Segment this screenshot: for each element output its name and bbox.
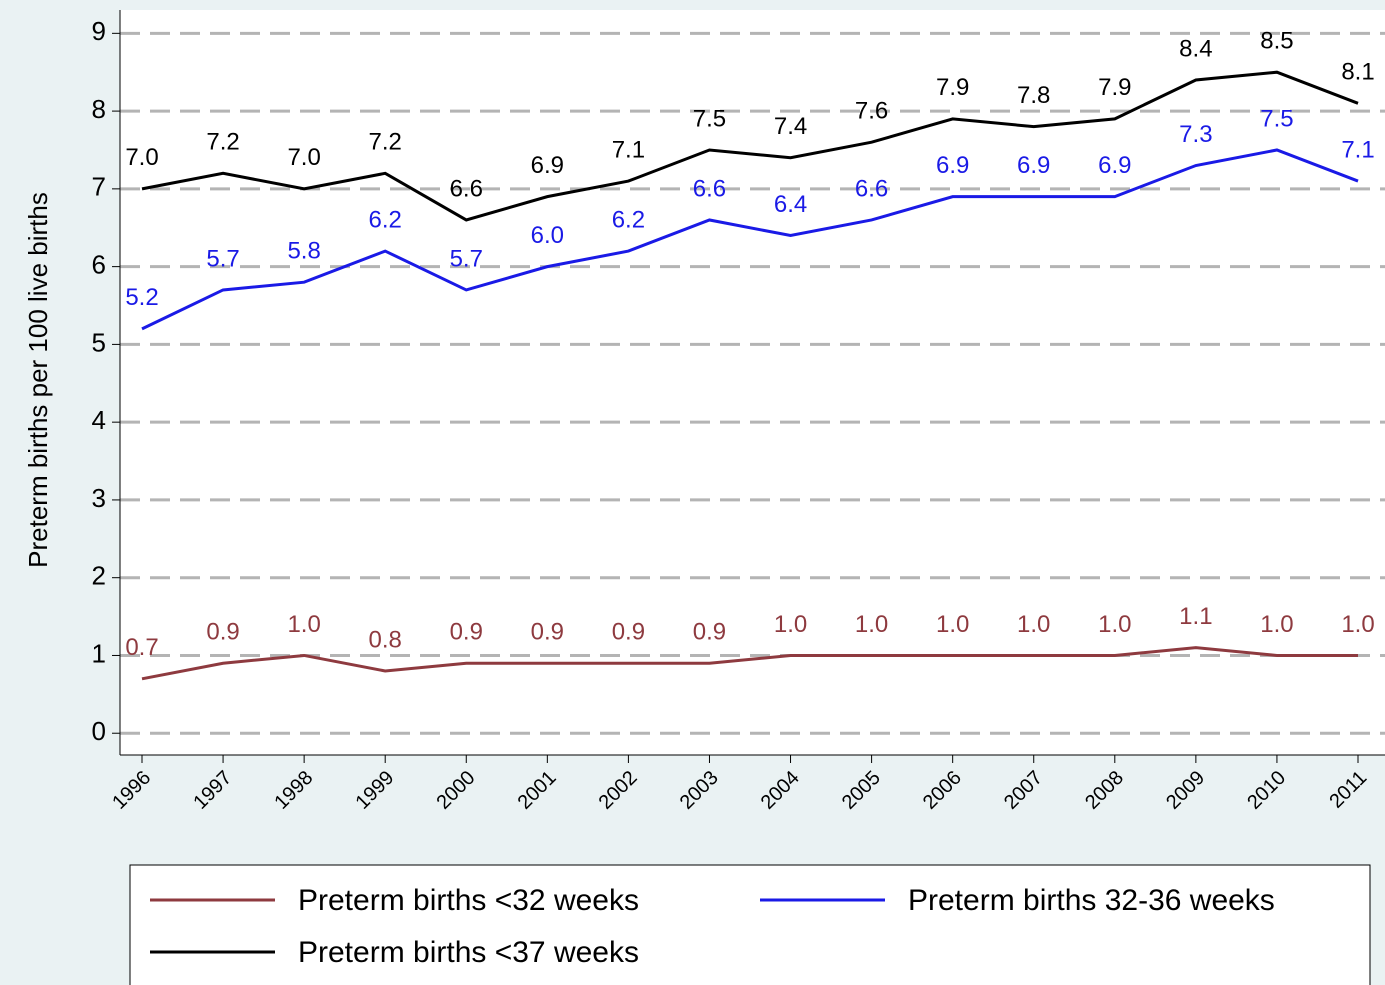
x-tick-label: 2002 — [595, 767, 642, 814]
plot-area — [120, 10, 1385, 755]
legend-label: Preterm births <32 weeks — [298, 884, 639, 917]
x-tick-label: 2010 — [1243, 767, 1290, 814]
series-line — [141, 646, 1358, 681]
data-label: 0.9 — [531, 619, 564, 646]
data-label: 1.0 — [1017, 611, 1050, 638]
data-label: 7.6 — [855, 98, 888, 125]
data-label: 7.0 — [125, 144, 158, 171]
x-tick-label: 2003 — [676, 767, 723, 814]
data-label: 7.2 — [206, 129, 239, 156]
data-label: 5.8 — [287, 238, 320, 265]
data-label: 0.9 — [612, 619, 645, 646]
data-label: 6.9 — [1017, 152, 1050, 179]
legend — [129, 864, 1371, 985]
data-label: 8.4 — [1179, 35, 1212, 62]
y-tick-label: 7 — [92, 172, 106, 202]
y-tick-label: 1 — [92, 638, 106, 668]
data-label: 7.9 — [936, 74, 969, 101]
data-label: 7.5 — [1260, 105, 1293, 132]
data-label: 0.9 — [450, 619, 483, 646]
data-label: 6.6 — [693, 175, 726, 202]
x-tick-label: 2004 — [757, 767, 804, 814]
data-label: 6.0 — [531, 222, 564, 249]
data-label: 6.4 — [774, 191, 807, 218]
x-tick-label: 2000 — [433, 767, 480, 814]
data-label: 7.3 — [1179, 121, 1212, 148]
x-tick-label: 2001 — [514, 767, 561, 814]
data-label: 6.9 — [1098, 152, 1131, 179]
data-label: 8.1 — [1341, 59, 1374, 86]
x-tick-label: 2009 — [1162, 767, 1209, 814]
x-tick-label: 2007 — [1000, 767, 1047, 814]
data-label: 7.1 — [612, 136, 645, 163]
data-label: 7.5 — [693, 105, 726, 132]
y-tick-label: 2 — [92, 561, 106, 591]
x-tick-label: 2011 — [1325, 767, 1371, 813]
data-label: 6.6 — [855, 175, 888, 202]
data-label: 7.8 — [1017, 82, 1050, 109]
y-tick-label: 8 — [92, 94, 106, 124]
data-label: 0.8 — [369, 626, 402, 653]
data-label: 6.6 — [450, 175, 483, 202]
data-label: 0.7 — [125, 634, 158, 661]
data-label: 6.2 — [612, 206, 645, 233]
data-label: 7.0 — [287, 144, 320, 171]
data-label: 1.0 — [936, 611, 969, 638]
data-label: 5.7 — [206, 245, 239, 272]
data-label: 6.2 — [369, 206, 402, 233]
data-label: 7.9 — [1098, 74, 1131, 101]
data-label: 6.9 — [531, 152, 564, 179]
y-tick-label: 9 — [92, 16, 106, 46]
data-label: 1.0 — [1260, 611, 1293, 638]
data-label: 7.2 — [369, 129, 402, 156]
x-tick-label: 2005 — [838, 767, 885, 814]
y-tick-label: 4 — [92, 405, 106, 435]
data-label: 1.0 — [855, 611, 888, 638]
data-label: 1.0 — [774, 611, 807, 638]
legend-label: Preterm births 32-36 weeks — [908, 884, 1275, 917]
x-tick-label: 2008 — [1081, 767, 1128, 814]
y-tick-label: 3 — [92, 483, 106, 513]
data-label: 1.0 — [287, 611, 320, 638]
x-tick-label: 1997 — [189, 767, 236, 814]
y-tick-label: 6 — [92, 250, 106, 280]
data-label: 7.1 — [1341, 136, 1374, 163]
data-label: 8.5 — [1260, 28, 1293, 55]
data-label: 6.9 — [936, 152, 969, 179]
y-tick-label: 5 — [92, 327, 106, 357]
data-label: 0.9 — [693, 619, 726, 646]
series-line — [141, 148, 1359, 331]
x-tick-label: 1999 — [351, 767, 398, 814]
data-label: 5.7 — [450, 245, 483, 272]
data-label: 1.0 — [1341, 611, 1374, 638]
data-label: 0.9 — [206, 619, 239, 646]
x-tick-label: 2006 — [919, 767, 966, 814]
legend-label: Preterm births <37 weeks — [298, 936, 639, 969]
data-label: 7.4 — [774, 113, 807, 140]
data-label: 5.2 — [125, 284, 158, 311]
x-tick-label: 1996 — [108, 767, 155, 814]
data-label: 1.1 — [1179, 603, 1212, 630]
data-label: 1.0 — [1098, 611, 1131, 638]
y-tick-label: 0 — [92, 716, 106, 746]
y-axis-label: Preterm births per 100 live births — [23, 192, 53, 568]
series-line — [141, 70, 1359, 222]
x-tick-label: 1998 — [270, 767, 317, 814]
